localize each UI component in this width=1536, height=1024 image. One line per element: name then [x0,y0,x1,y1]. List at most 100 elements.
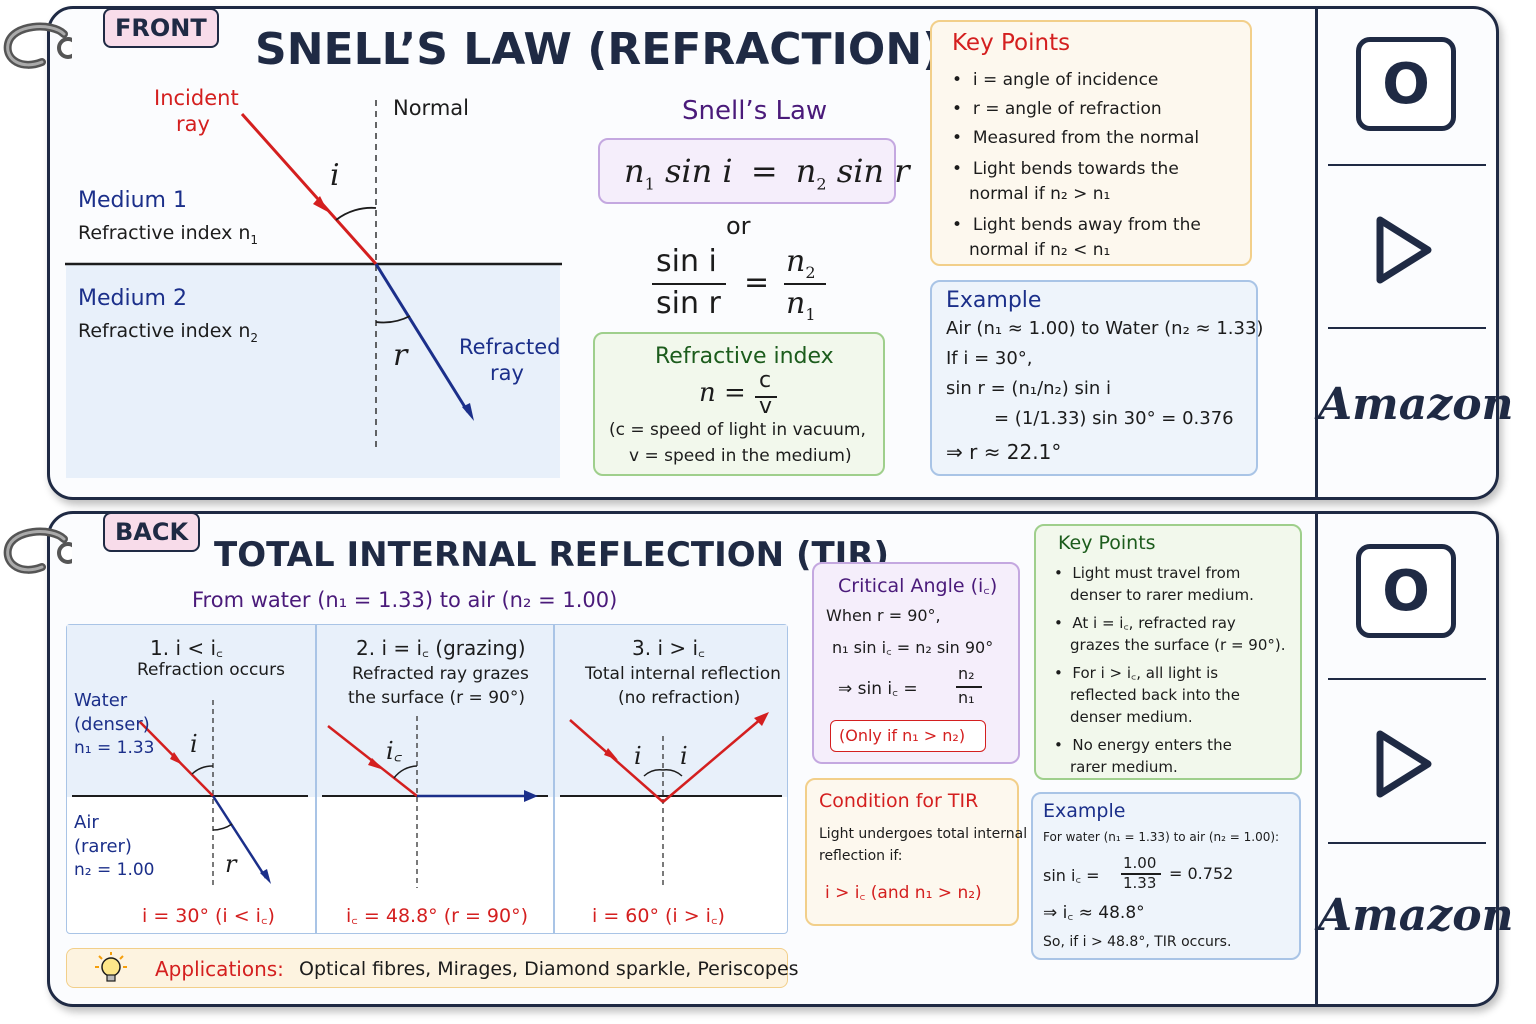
incident-label: Incident [154,86,239,110]
panel-2-sub-1: Refracted ray grazes [352,664,529,684]
sidebar-divider [1328,164,1486,166]
panel-1-heading: 1. i < i꜀ [150,636,223,660]
play-icon[interactable] [1374,728,1434,800]
back-example-line-2b: = 0.752 [1169,864,1234,883]
angle-r-label: r [393,338,408,373]
sidebar-divider [1328,842,1486,844]
water-label-1: Water [74,690,128,711]
front-key-points-heading: Key Points [952,30,1071,56]
critical-num: n₂ [958,664,975,683]
panel-1-angle-r: r [225,850,237,878]
record-button[interactable]: O [1356,37,1456,131]
frac-bar-1 [652,283,726,285]
critical-line-2: n₁ sin i꜀ = n₂ sin 90° [832,638,994,657]
critical-line-3: ⇒ sin i꜀ = [838,679,918,699]
list-item: denser to rarer medium. [1070,586,1254,604]
panel-3-angle-i-left: i [634,742,642,770]
record-button-label: O [1382,558,1430,624]
list-item: rarer medium. [1070,758,1178,776]
refracted-label-2: ray [490,361,524,385]
air-label-2: (rarer) [74,836,132,857]
front-example-line-1: Air (n₁ ≈ 1.00) to Water (n₂ ≈ 1.33) [946,318,1264,339]
front-example-heading: Example [946,288,1042,313]
back-example-line-4: So, if i > 48.8°, TIR occurs. [1043,934,1232,950]
snell-heading: Snell’s Law [682,96,828,126]
condition-line-2: reflection if: [819,848,903,864]
front-example-line-5: ⇒ r ≈ 22.1° [946,440,1062,464]
water-label-2: (denser) [74,714,150,735]
front-tag: FRONT [103,8,219,48]
applications-box: Applications: Optical fibres, Mirages, D… [66,948,799,988]
panel-2-caption: i꜀ = 48.8° (r = 90°) [346,905,529,927]
critical-line-1: When r = 90°, [826,606,941,625]
ri-den: v [759,394,773,419]
water-label-3: n₁ = 1.33 [74,738,155,758]
back-key-points-box: Key Points • Light must travel from dens… [1034,524,1302,780]
air-label-1: Air [74,812,99,833]
back-title: TOTAL INTERNAL REFLECTION (TIR) [214,535,890,575]
frac-den-1: sin r [656,286,721,321]
back-key-points-heading: Key Points [1058,532,1156,554]
normal-label: Normal [393,96,469,120]
critical-angle-heading: Critical Angle (i꜀) [838,575,998,597]
refractive-index-heading: Refractive index [655,344,834,369]
list-item: denser medium. [1070,708,1193,726]
list-item: • At i = i꜀, refracted ray [1054,614,1236,632]
list-item: • Light bends towards the [952,159,1179,179]
medium1-label: Medium 1 [78,188,187,213]
medium2-label: Medium 2 [78,286,187,311]
front-example-box: Example Air (n₁ ≈ 1.00) to Water (n₂ ≈ 1… [930,280,1263,476]
list-item: • For i > i꜀, all light is [1054,664,1219,682]
incident-label-2: ray [176,112,210,136]
frac-num-2: n2 [786,244,816,282]
refractive-index-2: Refractive index n2 [78,320,259,345]
panel-divider [315,625,317,933]
front-key-points-list: • i = angle of incidence • r = angle of … [952,66,1201,265]
ri-num: c [759,368,772,393]
ri-note-2: v = speed in the medium) [629,446,852,466]
refraction-diagram [65,100,562,452]
list-item: • No energy enters the [1054,736,1232,754]
panel-2-heading: 2. i = i꜀ (grazing) [356,636,526,660]
condition-line-3: i > i꜀ (and n₁ > n₂) [825,883,982,903]
lightbulb-icon [95,952,127,982]
panel-3-sub-1: Total internal reflection [585,664,781,684]
list-item: • Light bends away from the [952,215,1201,235]
panel-3-sub-2: (no refraction) [618,688,741,708]
list-item: grazes the surface (r = 90°). [1070,636,1286,654]
critical-condition-badge: (Only if n₁ > n₂) [830,720,986,752]
frac-num-1: sin i [656,244,717,279]
front-key-points-box: Key Points • i = angle of incidence • r … [930,20,1252,266]
back-example-den: 1.33 [1123,874,1157,892]
play-icon[interactable] [1374,214,1434,286]
back-example-num: 1.00 [1123,854,1157,872]
frac-equals: = [744,265,770,300]
list-item: normal if n₂ < n₁ [969,240,1111,260]
refractive-index-1: Refractive index n1 [78,222,259,247]
back-example-line-2a: sin i꜀ = [1043,866,1100,885]
back-sidebar: O Amazon [1315,514,1514,1004]
list-item: normal if n₂ > n₁ [969,184,1111,204]
panel-divider [553,625,555,933]
record-button[interactable]: O [1356,544,1456,638]
list-item: • Measured from the normal [952,128,1200,148]
panel-1-sub: Refraction occurs [137,660,285,680]
list-item: • i = angle of incidence [952,70,1159,90]
back-example-box: Example For water (n₁ = 1.33) to air (n₂… [1031,792,1301,960]
critical-den: n₁ [958,688,975,707]
back-example-frac-bar [1121,873,1161,875]
panel-1-angle-i: i [190,730,198,758]
panel-3-angle-i-right: i [680,742,688,770]
medium2-region [66,264,560,478]
amazon-logo: Amazon [1318,890,1514,941]
list-item: reflected back into the [1070,686,1240,704]
air-label-3: n₂ = 1.00 [74,860,155,880]
front-sidebar: O Amazon [1315,9,1514,497]
binder-ring-icon [3,527,72,574]
amazon-logo: Amazon [1318,379,1514,430]
back-example-line-3: ⇒ i꜀ ≈ 48.8° [1043,903,1145,923]
refractive-index-box: Refractive index n = c v (c = speed of l… [593,332,885,476]
or-label: or [726,212,751,240]
frac-bar-2 [784,283,826,285]
list-item: • r = angle of refraction [952,99,1162,119]
